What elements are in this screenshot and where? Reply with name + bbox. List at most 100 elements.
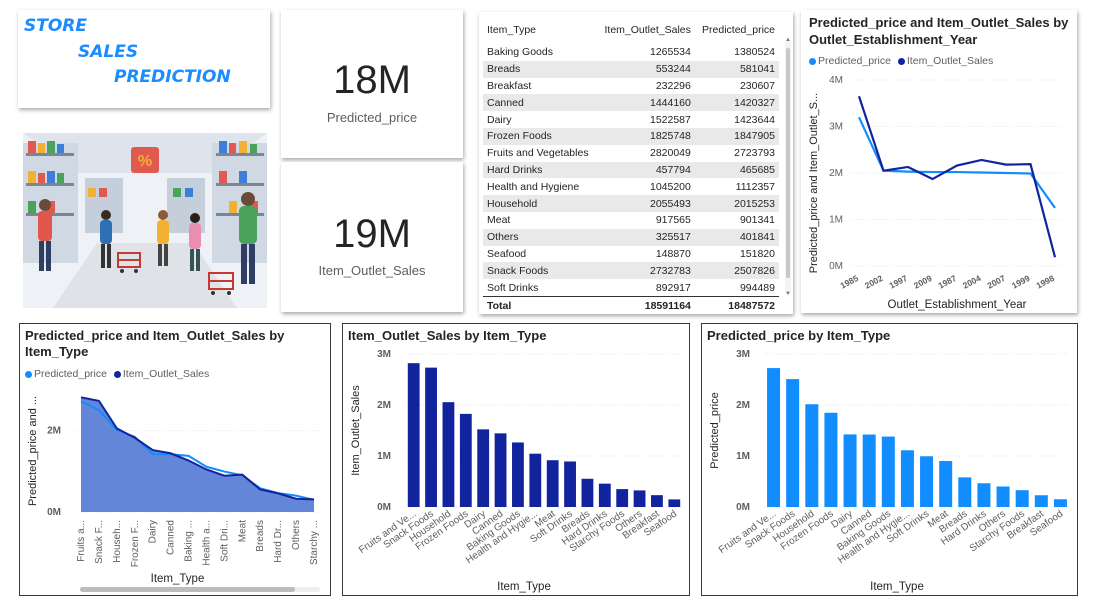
x-tick-label: Others	[291, 520, 302, 550]
supermarket-illustration-icon: %	[23, 133, 267, 308]
x-tick-label: 1999	[1010, 273, 1032, 291]
table-row[interactable]: Breakfast 232296 230607	[483, 78, 779, 95]
table-cell: 1045200	[649, 180, 691, 193]
x-tick-label: 2007	[986, 273, 1008, 291]
bar	[920, 456, 934, 507]
legend-label: Item_Outlet_Sales	[122, 368, 210, 380]
y-tick-label: 2M	[736, 400, 750, 411]
bar	[958, 477, 972, 507]
x-tick-label: Hard Dr...	[273, 520, 284, 563]
x-tick-label: Breads	[255, 520, 266, 552]
scroll-down-icon[interactable]: ▼	[785, 291, 791, 297]
sales-bar-chart-card: Item_Outlet_Sales by Item_Type 0M 1M 2M 3M F…	[342, 323, 690, 596]
table-row[interactable]: Soft Drinks 892917 994489	[483, 279, 779, 296]
bar	[564, 461, 576, 507]
bar	[581, 478, 594, 507]
legend-dot-icon	[113, 370, 121, 378]
table-cell: 2055493	[596, 195, 695, 212]
scrollbar[interactable]: ▲ ▼	[785, 37, 791, 297]
chart-title: Predicted_price and Item_Outlet_Sales by…	[25, 328, 285, 359]
total-cell: 18591164	[596, 295, 695, 315]
y-tick-label: 2M	[377, 400, 391, 411]
table-cell: 325517	[596, 228, 695, 246]
table-row[interactable]: Hard Drinks 457794 465685	[483, 161, 779, 179]
x-tick-label: Meat	[237, 520, 248, 542]
bar	[512, 442, 524, 507]
table-cell: 1825748	[596, 127, 695, 145]
table-cell: 892917	[655, 281, 691, 294]
bar	[459, 413, 472, 507]
x-tick-label: Health a...	[201, 520, 212, 566]
table-row[interactable]: Breads 553244 581041	[483, 60, 779, 78]
bar	[843, 434, 857, 507]
table-row[interactable]: Meat 917565 901341	[483, 212, 779, 229]
bar	[668, 499, 681, 507]
total-cell: 18487572	[694, 295, 779, 315]
bar	[996, 486, 1010, 507]
bar	[977, 483, 991, 507]
line-chart-card: Predicted_price and Item_Outlet_Sales by…	[801, 10, 1077, 313]
table-row[interactable]: Seafood 148870 151820	[483, 246, 779, 263]
series-line-item-outlet-sales	[857, 95, 1057, 258]
table-cell: Hard Drinks	[483, 161, 597, 179]
y-tick-label: 2M	[829, 168, 843, 179]
table-cell: 457794	[596, 161, 695, 179]
table-body: Item_Type Item_Outlet_Sales Predicted_pric…	[483, 16, 779, 315]
column-header[interactable]: Item_Outlet_Sales	[604, 24, 691, 36]
x-axis-title: Outlet_Establishment_Year	[888, 299, 1027, 311]
table-cell: 2732783	[596, 262, 695, 280]
table-cell: 1112357	[735, 180, 775, 193]
table-cell: 2723793	[734, 147, 775, 160]
table-cell: Soft Drinks	[487, 281, 539, 294]
y-tick-label: 0M	[47, 507, 61, 518]
y-tick-label: 3M	[829, 122, 843, 133]
x-axis-title: Item_Type	[497, 581, 551, 593]
table-cell: Health and Hygiene	[487, 180, 580, 193]
table-row[interactable]: Fruits and Vegetables 2820049 2723793	[483, 145, 779, 162]
y-tick-label: 1M	[377, 451, 391, 462]
table-row[interactable]: Health and Hygiene 1045200 1112357	[483, 178, 779, 195]
scroll-up-icon[interactable]: ▲	[785, 37, 791, 43]
x-tick-label: Soft Dri...	[219, 520, 230, 562]
table-cell: Household	[483, 195, 597, 212]
kpi-card-item-outlet-sales: 19M Item_Outlet_Sales	[281, 162, 463, 312]
horizontal-scrollbar[interactable]	[80, 587, 320, 592]
table-row[interactable]: Canned 1444160 1420327	[483, 94, 779, 112]
bar	[494, 433, 507, 507]
table-row[interactable]: Dairy 1522587 1423644	[483, 111, 779, 128]
y-tick-label: 2M	[47, 426, 61, 437]
column-header[interactable]: Predicted_price	[702, 24, 775, 36]
table-cell: Seafood	[487, 247, 527, 260]
series-line-item-outlet-sales	[80, 396, 315, 501]
title-line-sales: SALES	[78, 42, 139, 62]
table-row[interactable]: Household 2055493 2015253	[483, 195, 779, 212]
bar	[881, 436, 895, 507]
y-tick-label: 3M	[736, 349, 750, 360]
bar	[442, 402, 455, 507]
table-row[interactable]: Others 325517 401841	[483, 228, 779, 246]
table-row[interactable]: Frozen Foods 1825748 1847905	[483, 127, 779, 145]
bar	[900, 450, 914, 507]
table-cell: 2820049	[649, 147, 691, 160]
title-card: STORE SALES PREDICTION	[18, 10, 270, 108]
scrollbar-thumb[interactable]	[80, 587, 295, 592]
table-cell: 2015253	[694, 195, 779, 212]
sales-area	[81, 397, 314, 512]
table-cell: 1847905	[694, 127, 779, 145]
x-tick-label: Canned	[166, 520, 177, 555]
y-axis-title: Predicted_price	[709, 392, 721, 468]
table-cell: Breakfast	[487, 79, 532, 92]
scrollbar-thumb[interactable]	[786, 48, 790, 278]
chart-title: Predicted_price and Item_Outlet_Sales by…	[809, 15, 1069, 47]
table-row[interactable]: Baking Goods 1265534 1380524	[483, 44, 779, 61]
x-axis-title: Item_Type	[870, 581, 924, 593]
bar	[786, 379, 800, 507]
y-axis-title: Predicted_price and Item_Outlet_S...	[808, 93, 820, 273]
x-tick-label: Snack F...	[94, 520, 105, 564]
legend-dot-icon	[897, 57, 905, 65]
item-type-table: Item_Type Item_Outlet_Sales Predicted_pric…	[479, 12, 793, 315]
column-header[interactable]: Item_Type	[487, 24, 537, 36]
legend-label: Predicted_price	[34, 368, 107, 380]
y-axis-title: Predicted_price and ...	[27, 396, 39, 506]
table-row[interactable]: Snack Foods 2732783 2507826	[483, 262, 779, 280]
